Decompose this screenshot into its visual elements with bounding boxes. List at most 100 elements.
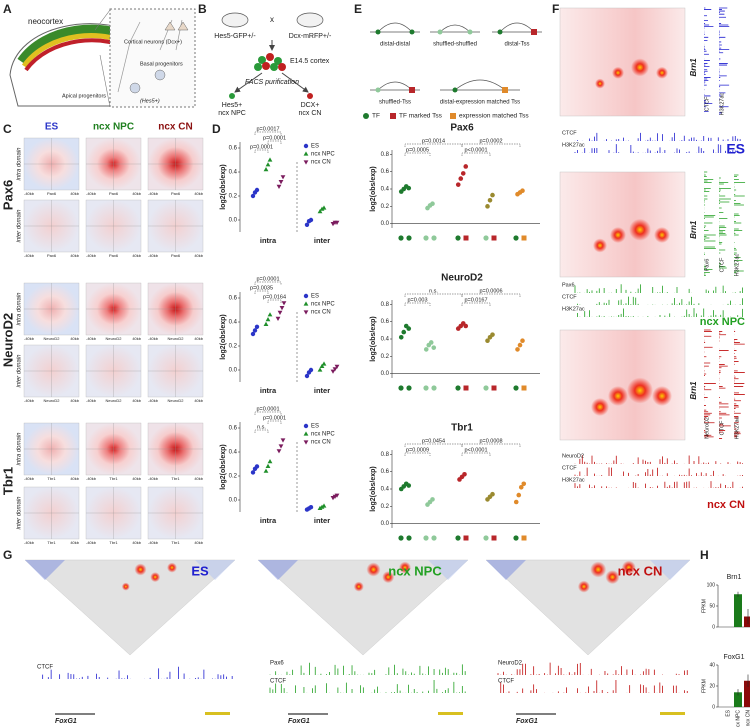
- signal-track: [269, 662, 466, 675]
- axis-label: -40kb: [24, 476, 35, 481]
- data-point: [406, 185, 412, 191]
- data-point: [250, 470, 256, 475]
- y-tick-label: 0.4: [381, 487, 390, 493]
- axis-label: -40kb: [86, 253, 97, 258]
- p-value: p=0.0017: [256, 126, 279, 132]
- hotspot: [605, 570, 620, 585]
- y-axis-label: log2(obs/exp): [370, 166, 377, 212]
- track-label: NeuroD2: [498, 661, 523, 667]
- signal-track: [574, 308, 743, 317]
- chart-title: Tbr1: [451, 423, 473, 434]
- data-point: [406, 326, 412, 331]
- group-icon: [406, 385, 412, 391]
- group-icon: [431, 535, 437, 541]
- loop-diagram: [430, 24, 480, 33]
- group-icon: [521, 235, 527, 241]
- label: distal-expression matched Tss: [440, 100, 520, 106]
- data-point: [406, 483, 412, 488]
- significance-bracket: [404, 302, 431, 306]
- data-point: [401, 329, 407, 335]
- y-tick-label: 0.0: [229, 368, 238, 374]
- axis-label: -40kb: [86, 476, 97, 481]
- x-tick-label: inter: [314, 236, 330, 245]
- axis-label: -40kb: [24, 540, 35, 545]
- signal-track: [574, 144, 743, 153]
- track-label: H3K27ac: [562, 306, 585, 312]
- panel-a: neocortex Cortical neurons (Dcx+) Basal …: [9, 8, 196, 108]
- condition-label: ES: [726, 141, 745, 157]
- axis-label: NeuroD2: [167, 398, 184, 403]
- data-point: [304, 373, 310, 379]
- chart-title: NeuroD2: [441, 273, 483, 284]
- significance-bracket: [404, 152, 431, 156]
- label: shuffled-shuffled: [433, 42, 477, 48]
- y-tick-label: 0.0: [229, 498, 238, 504]
- legend-swatch: [303, 160, 309, 165]
- axis-label: Tbr1: [47, 540, 56, 545]
- contact-region: [258, 560, 298, 580]
- data-point: [254, 187, 260, 193]
- data-point: [521, 481, 527, 487]
- y-tick-label: 40: [709, 662, 715, 668]
- p-value: p=0.0001: [263, 415, 286, 421]
- gene-model: [205, 712, 230, 715]
- data-point: [423, 347, 429, 352]
- axis-label: 40kb: [194, 253, 203, 258]
- hotspot: [608, 386, 628, 406]
- data-point: [517, 342, 523, 348]
- axis-label: NeuroD2: [105, 336, 122, 341]
- signal-track: [574, 455, 743, 464]
- gene-label: NeuroD2: [0, 313, 15, 367]
- gene-label: Brn1: [689, 381, 698, 400]
- significance-bracket: [461, 443, 521, 447]
- group-icon: [483, 385, 489, 391]
- p-value: p=0.0009: [406, 447, 429, 453]
- y-tick-label: 0: [712, 704, 715, 710]
- track-label: H3K27ac: [562, 477, 585, 483]
- track-label: H3K27ac: [719, 92, 725, 115]
- data-point: [398, 334, 404, 340]
- data-point: [334, 364, 340, 369]
- track-label: H3K27ac: [562, 142, 585, 148]
- row-label: inter domain: [17, 209, 23, 243]
- signal-track: [574, 132, 743, 141]
- axis-label: Tbr1: [109, 476, 118, 481]
- track-label: NeuroD2: [562, 453, 584, 459]
- cell: [307, 93, 313, 99]
- hotspot: [610, 227, 626, 243]
- significance-bracket: [404, 452, 431, 456]
- p-value: p=0.0167: [464, 297, 487, 303]
- panel-label: G: [3, 548, 12, 562]
- axis-label: 40kb: [194, 476, 203, 481]
- hotspot: [382, 571, 395, 584]
- condition-label: ncx CN: [707, 499, 745, 511]
- significance-bracket: [254, 290, 269, 294]
- y-tick-label: 0.6: [229, 296, 238, 302]
- label: neocortex: [28, 17, 63, 26]
- data-point: [267, 459, 273, 464]
- track-label: CTCF: [704, 96, 710, 111]
- p-value: p=0.0454: [422, 438, 445, 444]
- data-point: [250, 331, 256, 337]
- cell-cluster: [254, 53, 286, 71]
- data-point: [263, 468, 269, 473]
- data-point: [460, 171, 466, 176]
- data-point: [516, 492, 522, 498]
- track-label: Pax6: [562, 282, 575, 288]
- y-tick-label: 50: [709, 603, 715, 609]
- track-label: CTCF: [719, 257, 725, 272]
- condition-label: ncx NPC: [388, 563, 442, 578]
- data-point: [317, 367, 323, 372]
- group-icon: [491, 385, 497, 391]
- contact-region: [486, 560, 526, 580]
- legend-label: ES: [311, 424, 319, 430]
- legend-swatch: [303, 310, 309, 315]
- group-icon: [406, 235, 412, 241]
- hotspot: [167, 562, 177, 573]
- mouse-icon: [221, 12, 249, 28]
- data-point: [319, 504, 325, 509]
- chart-title: Pax6: [450, 123, 474, 134]
- group-icon: [483, 535, 489, 541]
- heatmap: [559, 7, 686, 117]
- gene-label: FoxG1: [288, 718, 310, 725]
